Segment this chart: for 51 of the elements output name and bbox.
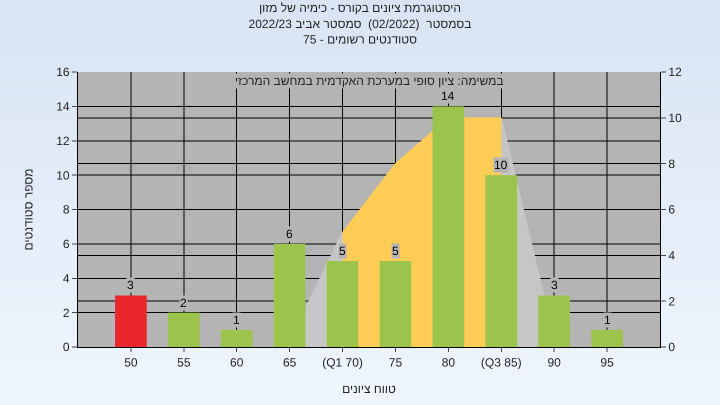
y-tick-label: 16 bbox=[56, 65, 70, 80]
data-label: 1 bbox=[604, 313, 611, 327]
chart-subtitle: בסמסטר (02/2022) סמסטר אביב 2022/23 סטודנטים רשומים - 75 bbox=[248, 16, 472, 46]
data-label: 14 bbox=[441, 89, 455, 103]
y-tick-label: 8 bbox=[62, 202, 70, 217]
chart-title: היסטוגרמת ציונים בקורס - כימיה של מזון bbox=[259, 1, 461, 16]
x-tick-label: 95 bbox=[600, 355, 614, 370]
data-label: 6 bbox=[286, 227, 293, 241]
y-tick-label: 6 bbox=[62, 237, 70, 252]
y-tick-label: 14 bbox=[56, 100, 70, 114]
y2-tick-label: 2 bbox=[668, 294, 676, 308]
bar bbox=[326, 261, 358, 347]
x-tick-label: 65 bbox=[282, 355, 297, 370]
bar bbox=[485, 175, 518, 347]
bar bbox=[591, 330, 623, 347]
x-tick-label: (Q1 70) bbox=[322, 355, 363, 370]
x-tick-label: 75 bbox=[388, 355, 402, 370]
y-axis-title: מספר סטודנטים bbox=[22, 168, 36, 251]
data-label: 5 bbox=[392, 244, 399, 258]
y-tick-label: 10 bbox=[56, 168, 70, 182]
y2-tick-label: 6 bbox=[668, 202, 676, 217]
y2-tick-label: 12 bbox=[668, 65, 682, 80]
x-tick-label: 50 bbox=[124, 355, 138, 370]
bar bbox=[220, 330, 253, 347]
x-tick-label: 90 bbox=[548, 355, 562, 370]
y-tick-label: 0 bbox=[62, 340, 70, 354]
data-label: 2 bbox=[180, 296, 187, 310]
x-tick-label: 55 bbox=[177, 355, 191, 370]
data-label: 3 bbox=[551, 278, 558, 292]
x-axis-title: טווח ציונים bbox=[342, 382, 396, 396]
data-label: 10 bbox=[494, 158, 508, 172]
bar bbox=[115, 295, 147, 347]
bar bbox=[432, 106, 464, 347]
bar bbox=[380, 261, 412, 347]
y-tick-label: 2 bbox=[62, 306, 70, 320]
data-label: 3 bbox=[127, 278, 134, 292]
y-tick-label: 4 bbox=[62, 271, 70, 286]
y-tick-label: 12 bbox=[56, 134, 70, 148]
bar bbox=[168, 312, 200, 347]
y2-tick-label: 8 bbox=[668, 156, 676, 171]
annotation: במשימה: ציון סופי במערכת האקדמית במחשב המרכזי bbox=[235, 74, 504, 88]
x-tick-label: (Q3 85) bbox=[480, 355, 522, 370]
data-label: 5 bbox=[339, 244, 346, 258]
y2-tick-label: 4 bbox=[668, 248, 676, 263]
bar bbox=[538, 295, 570, 347]
y2-tick-label: 0 bbox=[668, 340, 676, 354]
x-tick-label: 80 bbox=[442, 355, 456, 370]
bar bbox=[274, 244, 306, 347]
x-tick-label: 60 bbox=[230, 355, 244, 370]
data-label: 1 bbox=[233, 313, 240, 327]
y2-tick-label: 10 bbox=[668, 111, 682, 126]
